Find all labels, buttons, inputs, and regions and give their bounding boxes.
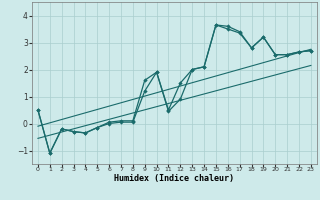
- X-axis label: Humidex (Indice chaleur): Humidex (Indice chaleur): [115, 174, 234, 183]
